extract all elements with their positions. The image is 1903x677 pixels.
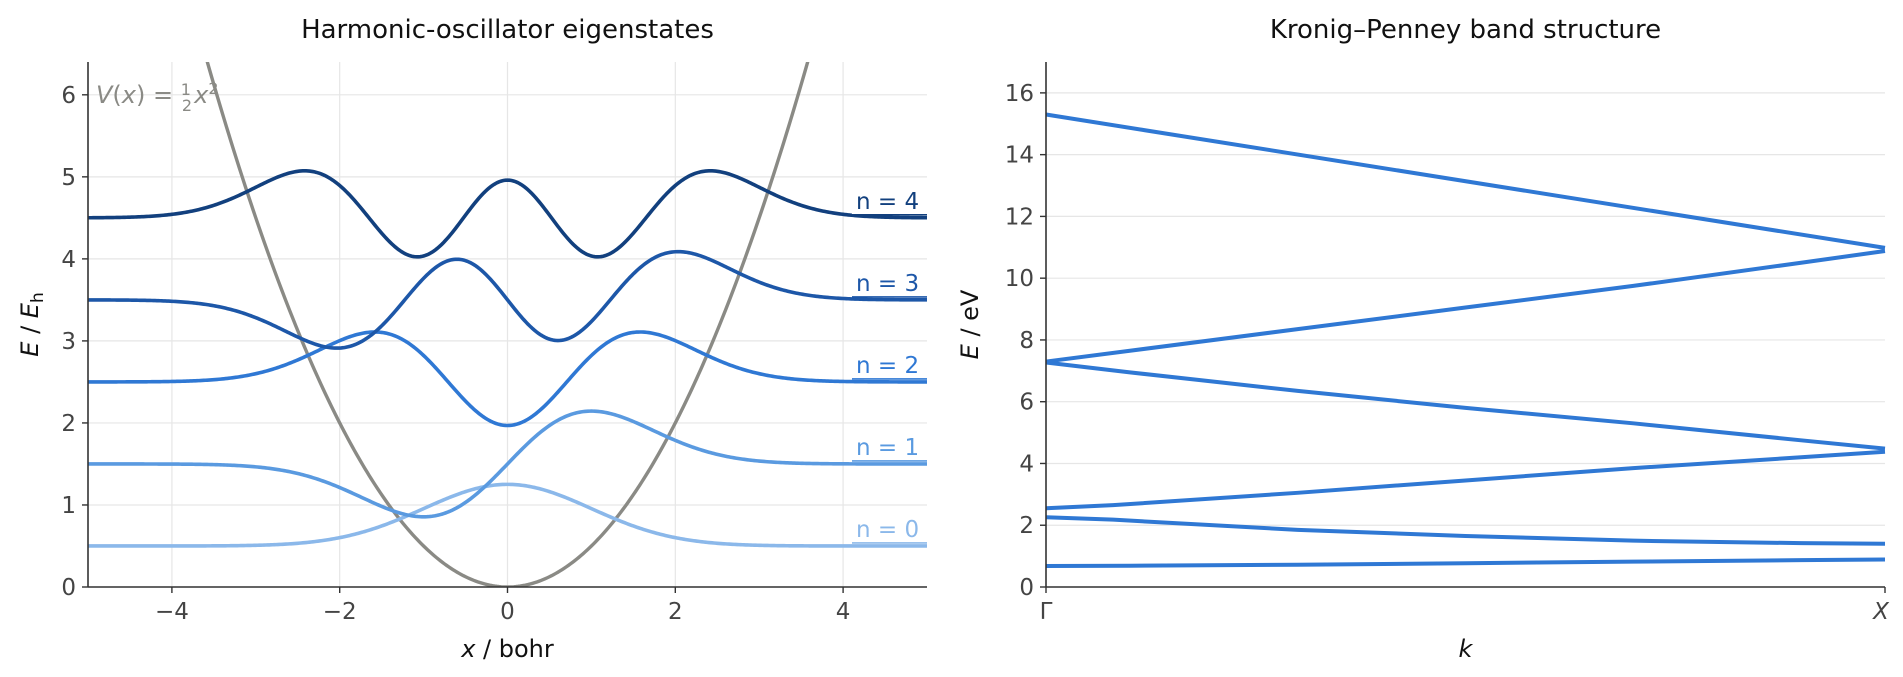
p1-grid	[88, 62, 927, 588]
level-label-n3: n = 3	[856, 271, 919, 297]
p2-xlabel: k	[1459, 635, 1474, 663]
band-6	[1045, 112, 1886, 250]
p2-ytick-label-8: 16	[1005, 81, 1034, 107]
level-label-n4: n = 4	[856, 189, 919, 215]
band-5	[1045, 249, 1886, 364]
level-label-bg-n3	[852, 268, 927, 297]
p2-title: Kronig–Penney band structure	[1270, 15, 1661, 45]
band-4	[1045, 360, 1886, 451]
p2-xtick-label-0: Γ	[1040, 599, 1053, 625]
harmonic-oscillator-plot: −4 −2 0 2 4 0 1 2 3 4 5 6 Harmonic-oscillator eigen…	[16, 15, 927, 663]
wavefunction-n2	[88, 330, 927, 428]
p1-ytick-label-4: 4	[61, 247, 76, 273]
p1-axes: −4 −2 0 2 4 0 1 2 3 4 5 6	[61, 62, 927, 625]
p1-ytick-label-5: 5	[61, 165, 76, 191]
p2-ytick-label-6: 12	[1005, 204, 1034, 230]
wavefunction-n4	[88, 169, 927, 259]
p1-ytick-label-0: 0	[61, 575, 76, 601]
p1-ytick-label-6: 6	[61, 83, 76, 109]
band-1	[1045, 557, 1886, 568]
p2-ytick-label-2: 4	[1019, 451, 1034, 477]
p2-xtick-label-1: X	[1872, 599, 1890, 625]
potential-label: V(x) = 1 2x2	[96, 79, 219, 115]
p1-ytick-label-1: 1	[61, 493, 76, 519]
p2-ytick-label-7: 14	[1005, 143, 1034, 169]
p1-ylabel: E / Eh	[16, 292, 48, 356]
wavefunction-n0	[88, 482, 927, 548]
p1-xtick-label-1: −2	[323, 599, 357, 625]
p1-curves	[88, 62, 927, 587]
p2-ytick-label-5: 10	[1005, 266, 1034, 292]
level-label-bg-n1	[852, 432, 927, 461]
p1-xlabel: x / bohr	[460, 635, 554, 663]
p2-ytick-label-1: 2	[1019, 513, 1034, 539]
potential-curve	[205, 62, 810, 587]
p1-xtick-label-2: 0	[500, 599, 515, 625]
band-2	[1045, 515, 1886, 546]
level-label-n2: n = 2	[856, 353, 919, 379]
p2-ylabel: E / eV	[956, 289, 984, 359]
kronig-penney-plot: Γ X 0 2 4 6 8 10 12 14 16 Kronig–Penney band struc…	[956, 15, 1890, 663]
band-3	[1045, 449, 1886, 511]
wavefunction-n1	[88, 409, 927, 519]
level-label-bg-n0	[852, 514, 927, 543]
p2-ytick-label-0: 0	[1019, 575, 1034, 601]
p2-ytick-label-4: 8	[1019, 328, 1034, 354]
p2-ytick-label-3: 6	[1019, 390, 1034, 416]
p1-ytick-label-3: 3	[61, 329, 76, 355]
p1-title: Harmonic-oscillator eigenstates	[301, 15, 714, 45]
level-label-n1: n = 1	[856, 435, 919, 461]
p2-grid	[1046, 92, 1885, 588]
p2-curves	[1045, 112, 1886, 568]
wavefunction-n3	[88, 249, 927, 350]
p1-ytick-label-2: 2	[61, 411, 76, 437]
level-label-bg-n2	[852, 350, 927, 379]
p1-xtick-label-0: −4	[155, 599, 189, 625]
level-label-bg-n4	[852, 186, 927, 215]
p1-xtick-label-3: 2	[668, 599, 683, 625]
level-label-n0: n = 0	[856, 517, 919, 543]
p1-xtick-label-4: 4	[836, 599, 851, 625]
p2-axes: Γ X 0 2 4 6 8 10 12 14 16	[1005, 62, 1890, 625]
